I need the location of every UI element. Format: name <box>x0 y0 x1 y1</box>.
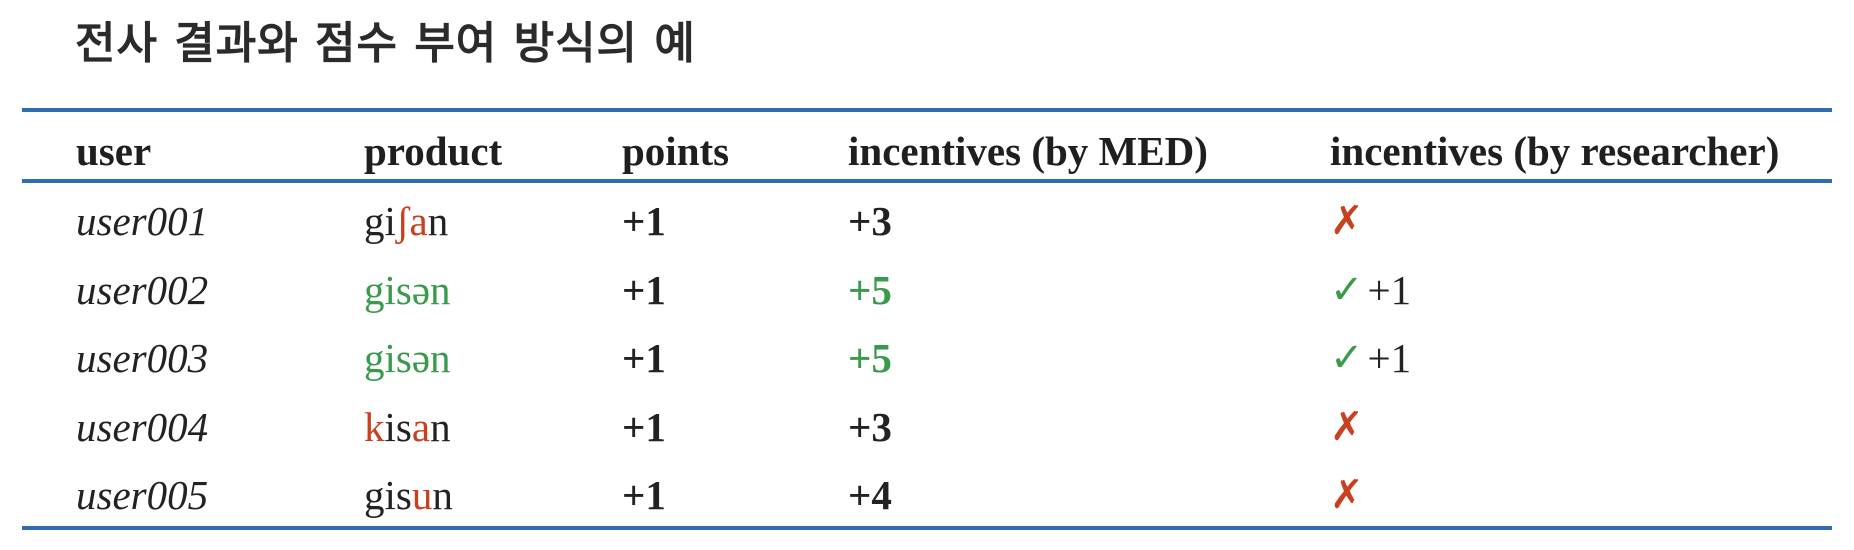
row-incentives-researcher: ✓+1 <box>1330 265 1411 315</box>
table-top-rule <box>22 108 1832 112</box>
row-points: +1 <box>622 335 666 381</box>
product-segment-error: u <box>411 472 433 518</box>
researcher-bonus: +1 <box>1367 335 1412 381</box>
check-icon: ✓ <box>1330 267 1364 313</box>
researcher-bonus: +1 <box>1367 267 1412 313</box>
row-points: +1 <box>622 267 666 313</box>
row-user: user004 <box>76 404 209 450</box>
row-incentives-researcher: ✗ <box>1330 402 1364 452</box>
row-points: +1 <box>622 198 666 244</box>
row-incentives-med: +5 <box>848 335 892 381</box>
cross-icon: ✗ <box>1330 404 1364 450</box>
product-segment: n <box>432 472 453 518</box>
table-bottom-rule <box>22 526 1832 530</box>
row-points: +1 <box>622 472 666 518</box>
row-product: gisən <box>364 265 451 315</box>
row-incentives-med: +5 <box>848 267 892 313</box>
check-icon: ✓ <box>1330 335 1364 381</box>
product-segment: is <box>384 404 412 450</box>
product-segment-error: ʃa <box>395 198 428 244</box>
figure-title: 전사 결과와 점수 부여 방식의 예 <box>75 18 696 69</box>
header-incentives-med: incentives (by MED) <box>848 128 1208 174</box>
row-product: gisun <box>364 470 453 520</box>
row-user: user003 <box>76 335 209 381</box>
row-incentives-researcher: ✗ <box>1330 196 1364 246</box>
product-segment-correct: gisən <box>364 335 451 381</box>
row-product: kisan <box>364 402 451 452</box>
cross-icon: ✗ <box>1330 472 1364 518</box>
product-segment: n <box>430 404 451 450</box>
table-header-rule <box>22 179 1832 183</box>
cross-icon: ✗ <box>1330 198 1364 244</box>
row-points: +1 <box>622 404 666 450</box>
row-incentives-med: +3 <box>848 404 892 450</box>
row-incentives-med: +3 <box>848 198 892 244</box>
row-incentives-med: +4 <box>848 472 892 518</box>
header-points: points <box>622 128 730 174</box>
product-segment-error: a <box>411 404 431 450</box>
header-user: user <box>76 128 152 174</box>
product-segment-correct: gisən <box>364 267 451 313</box>
product-segment: gis <box>364 472 412 518</box>
product-segment-error: k <box>364 404 385 450</box>
product-segment: n <box>427 198 449 244</box>
header-product: product <box>364 128 503 174</box>
row-product: giʃan <box>364 196 448 246</box>
row-user: user002 <box>76 267 209 313</box>
row-user: user001 <box>76 198 209 244</box>
row-incentives-researcher: ✗ <box>1330 470 1364 520</box>
header-incentives-researcher: incentives (by researcher) <box>1330 128 1780 174</box>
product-segment: gi <box>364 198 396 244</box>
row-incentives-researcher: ✓+1 <box>1330 333 1411 383</box>
row-user: user005 <box>76 472 209 518</box>
row-product: gisən <box>364 333 451 383</box>
